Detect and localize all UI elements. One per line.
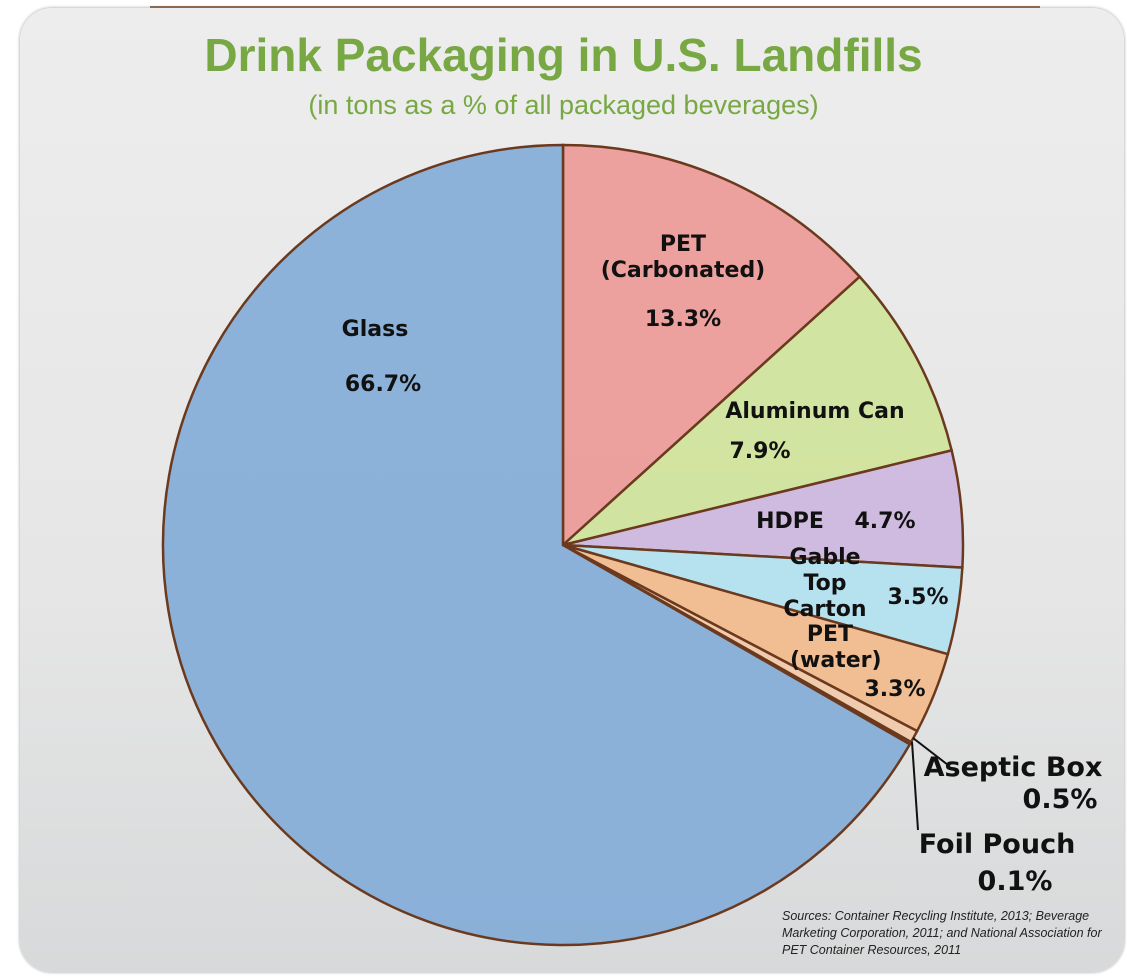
value-label: 13.3% (645, 307, 721, 333)
slice-label: Foil Pouch (919, 832, 1076, 858)
slice-label: PET (water) (790, 622, 870, 674)
slice-label: Glass (342, 317, 409, 343)
slice-label: Aseptic Box (924, 755, 1103, 781)
value-label: 66.7% (345, 372, 421, 398)
value-label: 0.5% (1023, 787, 1098, 813)
leader-line (912, 742, 918, 830)
chart-title: Drink Packaging in U.S. Landfills (0, 28, 1127, 82)
value-label: 3.3% (864, 677, 925, 703)
chart-subtitle: (in tons as a % of all packaged beverage… (0, 90, 1127, 121)
slice-label: HDPE (745, 509, 835, 535)
source-note: Sources: Container Recycling Institute, … (782, 908, 1122, 959)
value-label: 0.1% (978, 869, 1053, 895)
slice-label: Aluminum Can (700, 399, 930, 425)
value-label: 7.9% (729, 439, 790, 465)
slice-label: PET (Carbonated) (593, 232, 773, 284)
slice-label: Gable Top Carton (765, 545, 885, 623)
page: Drink Packaging in U.S. Landfills (in to… (0, 0, 1127, 977)
value-label: 3.5% (887, 585, 948, 611)
value-label: 4.7% (854, 509, 915, 535)
